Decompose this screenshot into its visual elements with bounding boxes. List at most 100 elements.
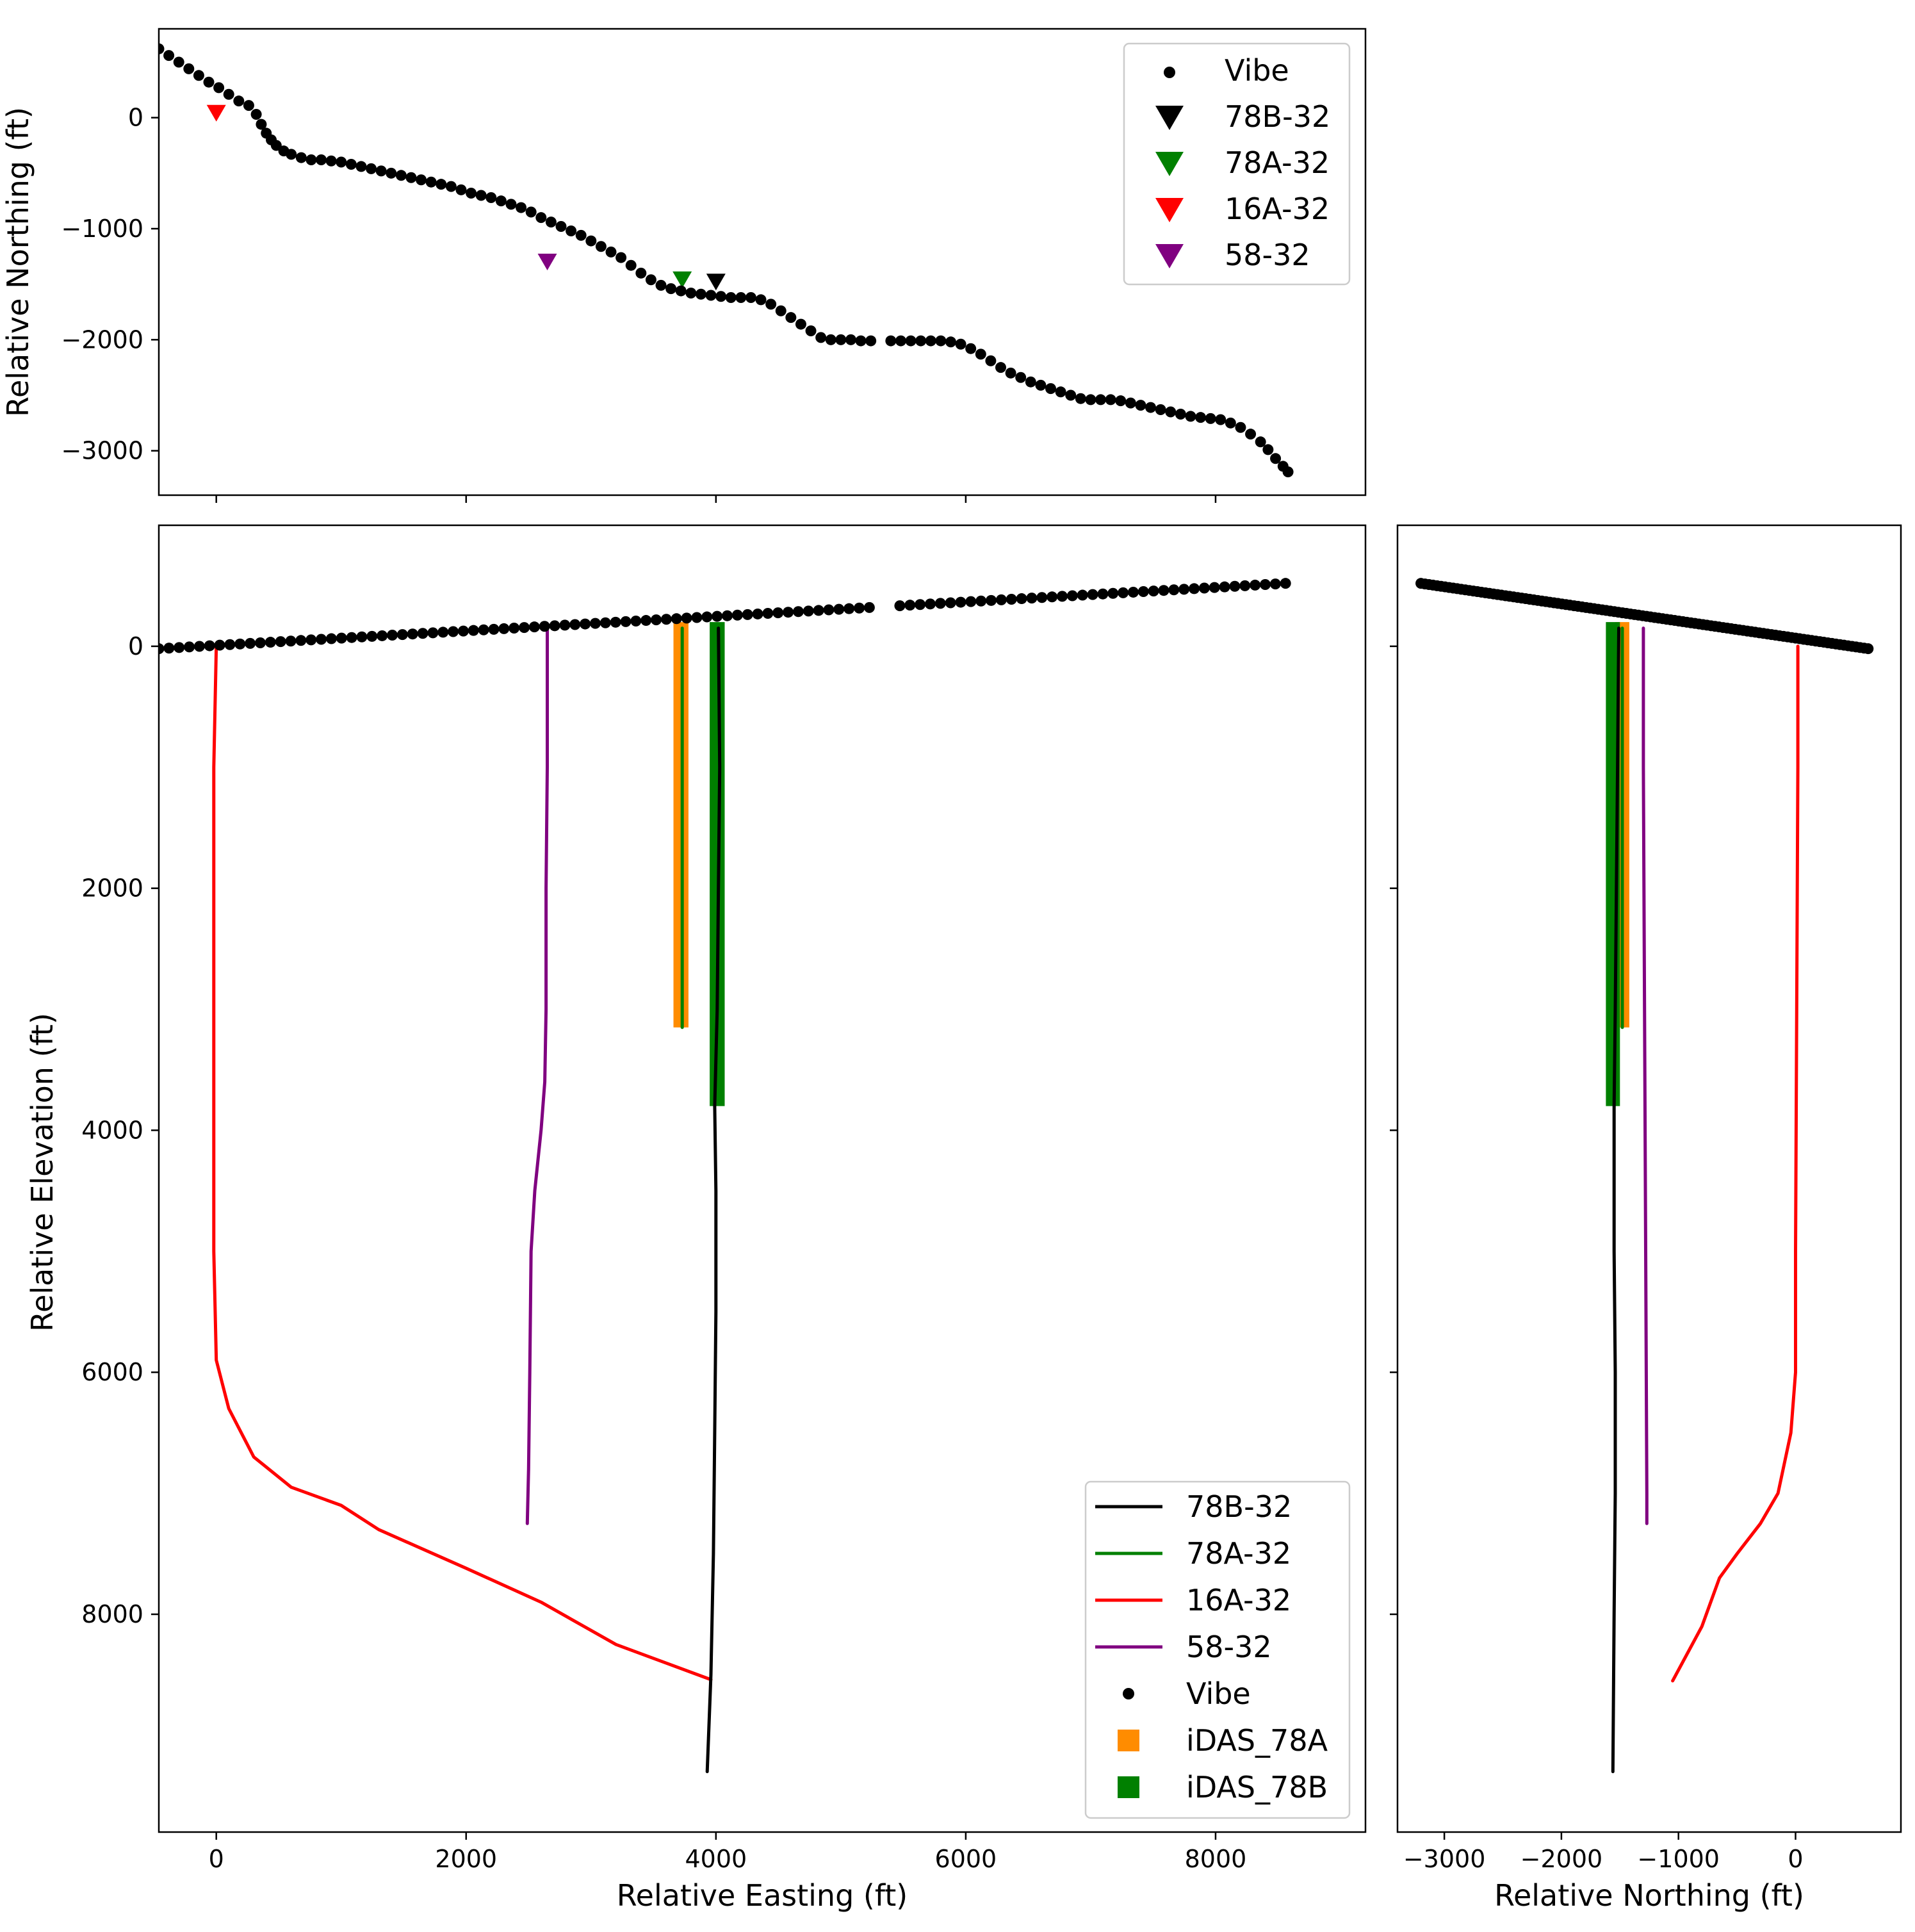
map-view-legend: Vibe 78B-32 78A-32 16A-32 58-32 [1123, 42, 1351, 286]
easting-vibe-point [498, 623, 510, 634]
easting-xtick-label: 6000 [935, 1845, 997, 1873]
map-vibe-point [243, 100, 254, 111]
easting-vibe-point [285, 635, 297, 647]
easting-vibe-point [640, 615, 652, 626]
map-vibe-point [295, 152, 307, 163]
easting-vibe-point [610, 616, 621, 628]
map-vibe-point [1045, 383, 1057, 395]
easting-vibe-point [813, 605, 824, 616]
map-vibe-point [466, 188, 477, 199]
section-legend-label-16a: 16A-32 [1186, 1583, 1291, 1617]
easting-ytick-label: 2000 [81, 874, 143, 903]
map-vibe-point [575, 229, 587, 241]
easting-vibe-point [468, 625, 479, 636]
map-vibe-point [1282, 466, 1294, 478]
easting-vibe-point [509, 623, 520, 634]
easting-trajectory-16a-32 [212, 644, 713, 1682]
easting-vibe-point [1036, 592, 1048, 603]
easting-vibe-point [163, 643, 175, 654]
easting-vibe-point [478, 624, 489, 635]
easting-xtick-label: 0 [209, 1845, 224, 1873]
easting-vibe-point [519, 622, 530, 634]
map-vibe-point [213, 82, 225, 94]
map-vibe-point [755, 294, 767, 306]
easting-vibe-point [681, 612, 692, 624]
map-legend-label-58: 58-32 [1225, 238, 1310, 272]
map-vibe-point [256, 119, 267, 130]
easting-vibe-point [1178, 584, 1190, 595]
easting-vibe-point [1259, 579, 1271, 591]
map-vibe-point [203, 76, 215, 88]
map-view-x-ticks [215, 495, 1217, 503]
map-vibe-point [705, 290, 717, 301]
map-vibe-point [905, 335, 917, 347]
easting-xtick-label: 8000 [1185, 1845, 1247, 1873]
easting-vibe-point [159, 643, 165, 655]
easting-section-x-ticks: 0 2000 4000 6000 8000 [209, 1832, 1247, 1873]
map-vibe-point [286, 149, 297, 160]
map-vibe-point [1235, 422, 1246, 433]
map-vibe-point [1105, 394, 1116, 405]
easting-vibe-point [539, 621, 550, 632]
easting-vibe-point [792, 606, 804, 618]
easting-vibe-point [427, 627, 439, 639]
map-vibe-point [445, 181, 457, 192]
map-vibe-point [1095, 394, 1107, 405]
easting-vibe-point [945, 597, 956, 609]
map-vibe-point [865, 335, 877, 347]
easting-vibe-point [955, 596, 966, 608]
map-legend-78b-marker [1155, 106, 1184, 130]
easting-vibe-point [783, 607, 794, 618]
easting-section-y-ticks: 0 2000 4000 6000 8000 [81, 632, 159, 1628]
easting-vibe-point [407, 628, 418, 640]
easting-vibe-point [630, 615, 642, 626]
map-vibe-point [545, 217, 557, 228]
map-vibe-point [250, 108, 262, 120]
section-legend-label-78a: 78A-32 [1186, 1536, 1291, 1571]
map-vibe-point [1225, 417, 1236, 429]
map-vibe-point [455, 184, 467, 195]
easting-vibe-point [1137, 586, 1149, 598]
map-vibe-point [805, 325, 817, 336]
map-ytick-label: −2000 [61, 325, 143, 354]
map-vibe-point [785, 312, 797, 323]
map-vibe-point [516, 202, 527, 213]
map-view-y-ticks: 0 −1000 −2000 −3000 [61, 104, 159, 465]
easting-vibe-point [742, 609, 753, 620]
easting-vibe-point [924, 598, 936, 610]
easting-vibe-point [1077, 589, 1088, 601]
easting-vibe-point [660, 614, 672, 625]
map-vibe-point [815, 332, 827, 343]
map-vibe-point [1155, 404, 1166, 416]
map-vibe-point [625, 259, 637, 271]
map-vibe-point [1035, 379, 1047, 391]
map-vibe-point [595, 241, 607, 252]
map-vibe-point [1255, 436, 1266, 448]
easting-vibe-point [234, 638, 246, 650]
easting-vibe-point [184, 641, 195, 653]
northing-section-x-ticks: −3000 −2000 −1000 0 [1403, 1832, 1804, 1873]
map-vibe-point [665, 283, 677, 295]
easting-vibe-point [823, 604, 835, 616]
easting-vibe-point [762, 608, 774, 619]
map-vibe-point [975, 348, 986, 360]
easting-vibe-point [1107, 587, 1119, 599]
map-ytick-label: 0 [128, 104, 143, 132]
map-vibe-point [270, 140, 282, 151]
easting-vibe-point [336, 632, 347, 644]
map-vibe-point [655, 279, 667, 291]
easting-vibe-point [599, 617, 611, 628]
easting-vibe-point [377, 630, 388, 641]
easting-trajectory-58-32 [525, 626, 549, 1525]
map-legend-label-78b: 78B-32 [1225, 99, 1330, 134]
section-legend-label-idas78a: iDAS_78A [1186, 1723, 1328, 1758]
easting-vibe-point [1269, 578, 1281, 590]
map-vibe-point [316, 154, 327, 166]
easting-vibe-point [204, 640, 215, 651]
easting-vibe-point [417, 628, 428, 639]
easting-vibe-point [1026, 593, 1038, 604]
map-vibe-point [375, 165, 387, 177]
map-vibe-point [605, 246, 617, 258]
northing-section-frame [1396, 524, 1902, 1833]
map-vibe-point [366, 163, 377, 174]
